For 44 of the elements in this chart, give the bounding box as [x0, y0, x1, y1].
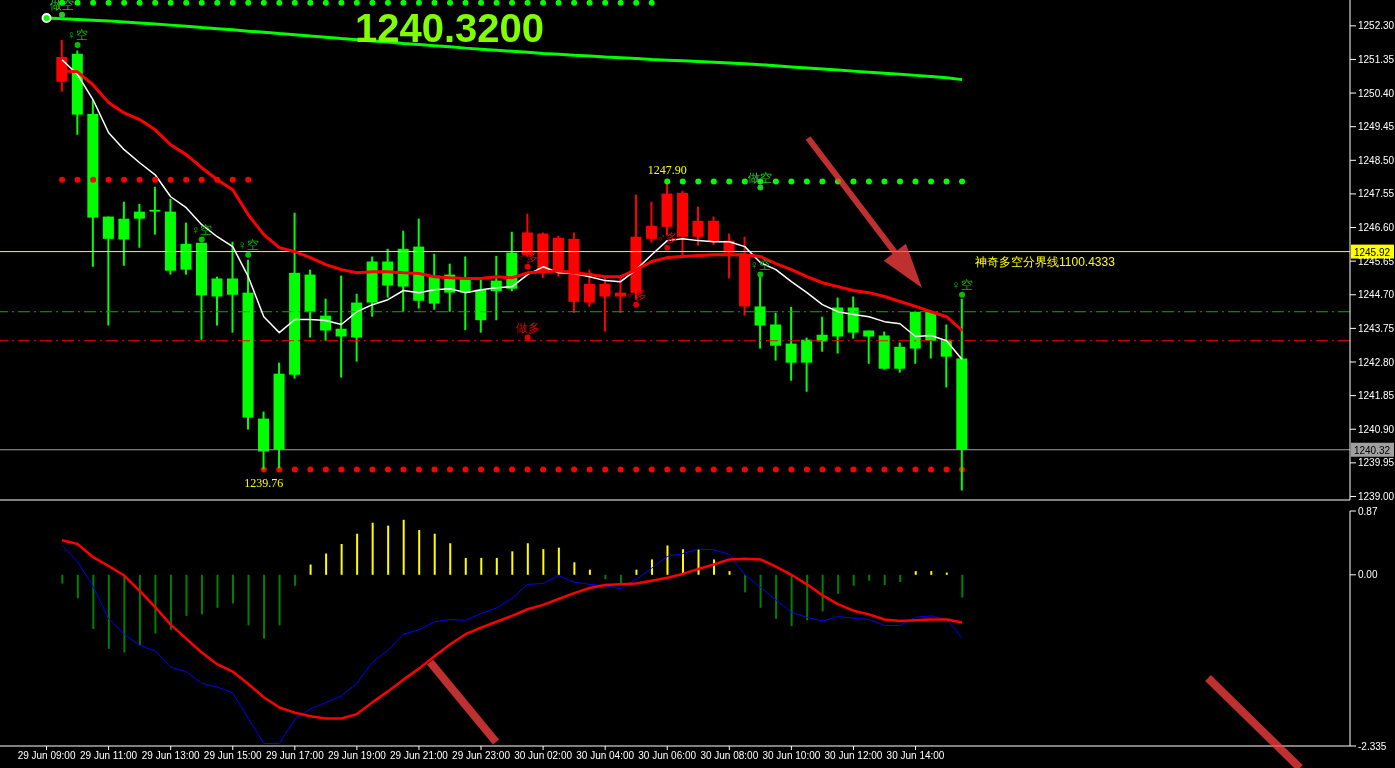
- data-label: 做多: [515, 320, 540, 335]
- y-tick-label: 1239.00: [1358, 491, 1395, 503]
- x-tick-label: 30 Jun 14:00: [886, 750, 945, 762]
- y-tick-label: 1249.45: [1358, 121, 1395, 133]
- x-tick-label: 29 Jun 19:00: [327, 750, 387, 762]
- x-tick-label: 29 Jun 11:00: [80, 750, 138, 762]
- y-tick-label: 1240.90: [1358, 423, 1395, 435]
- y-tick-label: 1251.35: [1358, 54, 1395, 65]
- data-label: ♀空: [67, 27, 89, 42]
- x-tick-label: 29 Jun 17:00: [265, 750, 325, 762]
- x-tick-label: 30 Jun 08:00: [700, 750, 759, 762]
- y-tick-label: 1247.55: [1358, 188, 1395, 200]
- x-tick-label: 29 Jun 09:00: [17, 750, 76, 762]
- y-tick-label: 0.00: [1358, 569, 1378, 581]
- data-label: ♀空: [951, 277, 973, 292]
- y-tick-label: 1248.50: [1358, 154, 1395, 166]
- y-tick-label: 1252.30: [1358, 20, 1395, 32]
- y-tick-label: 1250.40: [1358, 87, 1395, 99]
- x-tick-label: 29 Jun 15:00: [203, 750, 263, 762]
- y-tick-label: 1246.60: [1358, 222, 1395, 234]
- data-label: 做空: [748, 170, 773, 185]
- x-tick-label: 29 Jun 21:00: [390, 750, 449, 762]
- y-tick-label: 1245.65: [1358, 255, 1395, 267]
- x-tick-label: 29 Jun 23:00: [452, 750, 511, 762]
- x-tick-label: 30 Jun 04:00: [576, 750, 635, 762]
- annotation: 神奇多空分界线1100.4333: [975, 253, 1115, 271]
- x-tick-label: 29 Jun 13:00: [141, 750, 201, 762]
- data-label: ♀空: [237, 237, 259, 252]
- y-tick-label: -2.335: [1358, 740, 1387, 752]
- x-tick-label: 30 Jun 02:00: [514, 750, 573, 762]
- data-label: 1247.90: [647, 162, 687, 177]
- x-tick-label: 30 Jun 06:00: [638, 750, 697, 762]
- y-tick-label: 0.87: [1358, 505, 1378, 517]
- x-tick-label: 30 Jun 10:00: [762, 750, 821, 762]
- chart-title: 1240.3200: [355, 6, 545, 50]
- ref-line-label: 1245.92: [1353, 246, 1391, 258]
- y-tick-label: 1244.70: [1358, 289, 1395, 301]
- y-tick-label: 1243.75: [1358, 322, 1395, 334]
- y-tick-label: 1239.95: [1358, 457, 1395, 469]
- x-tick-label: 30 Jun 12:00: [824, 750, 883, 762]
- y-tick-label: 1242.80: [1358, 356, 1395, 368]
- ref-line-label: 1240.32: [1353, 444, 1391, 456]
- y-tick-label: 1241.85: [1358, 390, 1395, 402]
- data-label: 1239.76: [244, 475, 284, 490]
